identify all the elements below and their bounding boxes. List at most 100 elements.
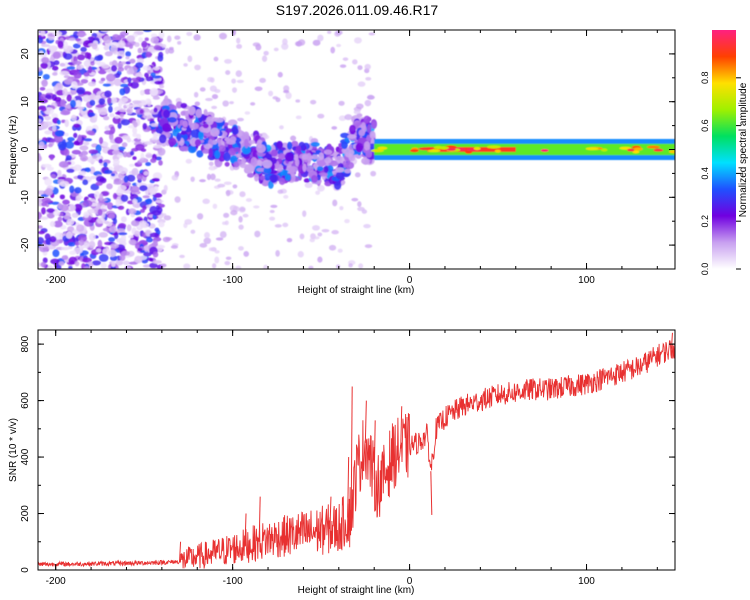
heatmap-cell [59, 204, 69, 212]
heatmap-cell [238, 224, 244, 230]
heatmap-cell [38, 262, 42, 268]
heatmap-cell [53, 210, 61, 216]
heatmap-cell [52, 31, 63, 37]
heatmap-cell [106, 183, 113, 190]
heatmap-cell [83, 211, 90, 218]
heatmap-cell [64, 132, 69, 137]
heatmap-cell [208, 247, 214, 252]
heatmap-cell [222, 221, 227, 225]
heatmap-cell [196, 213, 204, 220]
heatmap-cell [120, 194, 129, 202]
heatmap-cell [127, 82, 133, 87]
heatmap-cell [112, 192, 118, 200]
heatmap-cell [102, 83, 112, 87]
heatmap-cell [352, 59, 358, 65]
heatmap-cell [41, 207, 46, 215]
heatmap-cell [59, 194, 65, 200]
heatmap-cell [104, 90, 112, 98]
heatmap-cell [473, 146, 481, 150]
heatmap-cell [358, 129, 365, 137]
heatmap-cell [321, 228, 330, 233]
x-tick-label: 100 [578, 275, 595, 286]
heatmap-cell [59, 62, 66, 67]
heatmap-cell [44, 188, 53, 196]
heatmap-cell [377, 146, 388, 150]
heatmap-cell [122, 260, 130, 265]
heatmap-cell [118, 223, 127, 229]
heatmap-cell [229, 204, 238, 212]
heatmap-cell [132, 156, 137, 161]
x-tick-label: -100 [223, 275, 243, 286]
snr-xlabel: Height of straight line (km) [298, 585, 415, 596]
heatmap-cell [190, 176, 195, 182]
heatmap-cell [121, 142, 128, 148]
heatmap-cell [90, 60, 95, 66]
heatmap-cell [327, 30, 332, 34]
heatmap-cell [87, 81, 97, 87]
heatmap-cell [38, 37, 44, 44]
heatmap-cell [131, 168, 139, 176]
heatmap-cell [79, 145, 89, 151]
heatmap-cell [354, 172, 361, 178]
heatmap-cell [110, 65, 118, 72]
y-tick-label: 0 [20, 146, 31, 152]
heatmap-cell [112, 218, 118, 225]
heatmap-cell [370, 149, 384, 153]
heatmap-cell [139, 109, 144, 114]
heatmap-cell [363, 141, 371, 151]
heatmap-cell [71, 212, 79, 218]
heatmap-cell [142, 205, 147, 211]
heatmap-cell [153, 144, 163, 149]
heatmap-cell [668, 150, 675, 154]
heatmap-cell [183, 63, 188, 67]
heatmap-cell [47, 265, 54, 269]
y-tick-label: 200 [20, 505, 31, 522]
heatmap-cell [155, 199, 164, 204]
heatmap-cell [633, 147, 643, 151]
heatmap-cell [75, 38, 81, 42]
heatmap-cell [117, 55, 123, 60]
heatmap-cell [212, 203, 218, 209]
heatmap-cell [98, 253, 109, 262]
heatmap-cell [40, 30, 46, 37]
heatmap-cell [273, 47, 279, 52]
heatmap-cell [409, 149, 419, 153]
heatmap-cell [363, 223, 371, 229]
heatmap-cell [142, 122, 148, 130]
heatmap-cell [135, 143, 145, 151]
heatmap-cell [41, 79, 48, 87]
heatmap-cell [104, 130, 114, 135]
heatmap-cell [181, 130, 187, 136]
x-tick-label: 0 [407, 576, 413, 587]
heatmap-cell [167, 137, 177, 146]
heatmap-cell [128, 208, 137, 215]
heatmap-cell [103, 115, 110, 121]
heatmap-cell [180, 110, 186, 116]
heatmap-cell [49, 139, 56, 143]
heatmap-cell [128, 239, 137, 245]
heatmap-cell [80, 78, 89, 84]
heatmap-cell [126, 107, 133, 115]
heatmap-cell [39, 86, 46, 91]
heatmap-cell [103, 45, 110, 51]
heatmap-cell [368, 32, 376, 36]
heatmap-cell [65, 155, 72, 161]
heatmap-cell [73, 123, 81, 128]
heatmap-cell [333, 180, 342, 190]
heatmap-cell [277, 189, 284, 194]
heatmap-cell [283, 90, 290, 94]
heatmap-cell [224, 58, 232, 64]
heatmap-cell [120, 216, 127, 223]
heatmap-cell [187, 106, 196, 116]
heatmap-cell [347, 134, 357, 139]
heatmap-cell [357, 81, 366, 87]
heatmap-cell [369, 143, 376, 150]
heatmap-cell [58, 261, 65, 266]
heatmap-cell [318, 172, 328, 177]
heatmap-cell [71, 81, 78, 89]
heatmap-cell [167, 117, 177, 123]
heatmap-cell [284, 151, 295, 162]
heatmap-cell [176, 132, 182, 142]
heatmap-cell [199, 179, 206, 183]
heatmap-cell [252, 42, 261, 47]
